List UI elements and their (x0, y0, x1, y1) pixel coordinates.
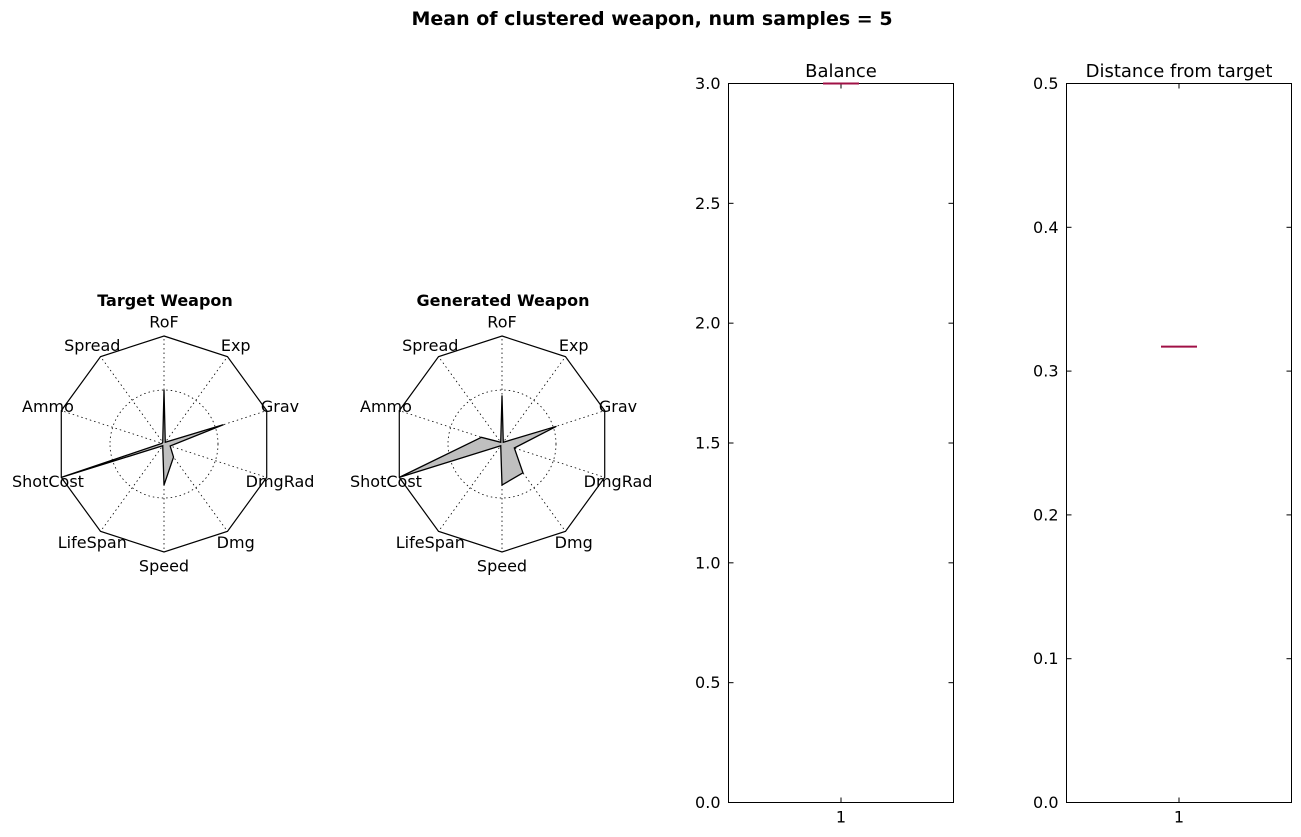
distance-ytick-label: 0.5 (1033, 74, 1058, 93)
generated-weapon-outline (398, 335, 606, 553)
generated-weapon-data-polygon (399, 395, 557, 487)
generated-weapon-title: Generated Weapon (417, 291, 590, 310)
generated-weapon-axis-label: ShotCost (350, 472, 422, 491)
target-weapon-data-polygon (61, 389, 224, 486)
generated-weapon-axis-label: Dmg (555, 533, 593, 552)
distance-xtick-label: 1 (1174, 808, 1184, 827)
distance-ytick-label: 0.1 (1033, 649, 1058, 668)
target-weapon-grid-ring (109, 389, 219, 499)
balance-ytick-label: 0.5 (695, 673, 720, 692)
target-weapon-title: Target Weapon (97, 291, 233, 310)
target-weapon-spoke (163, 356, 228, 445)
balance-ytick-label: 2.0 (695, 314, 720, 333)
target-weapon-spoke (163, 443, 267, 478)
target-weapon-axis-label: Dmg (217, 533, 255, 552)
generated-weapon-axis-label: RoF (487, 313, 516, 332)
generated-weapon-spoke (501, 356, 566, 445)
balance-ytick-label: 1.0 (695, 553, 720, 572)
target-weapon-outline (60, 335, 268, 553)
balance-axes-frame (728, 83, 954, 803)
balance-ytick-label: 1.5 (695, 434, 720, 453)
balance-ytick-label: 2.5 (695, 194, 720, 213)
generated-weapon-axis-label: Ammo (360, 397, 412, 416)
target-weapon-spoke (100, 356, 165, 445)
target-weapon-axis-label: ShotCost (12, 472, 84, 491)
distance-title: Distance from target (1086, 61, 1273, 82)
distance-ytick-label: 0.3 (1033, 362, 1058, 381)
target-weapon-axis-label: Speed (139, 557, 189, 576)
target-weapon-axis-label: Spread (64, 336, 120, 355)
generated-weapon-spoke (438, 356, 503, 445)
distance-axes-frame (1066, 83, 1292, 803)
target-weapon-axis-label: LifeSpan (58, 533, 127, 552)
distance-ytick-label: 0.0 (1033, 793, 1058, 812)
generated-weapon-axis-label: Spread (402, 336, 458, 355)
generated-weapon-grid-ring (447, 389, 557, 499)
target-weapon-axis-label: Grav (261, 397, 299, 416)
target-weapon-spoke (100, 443, 165, 532)
generated-weapon-axis-label: Exp (559, 336, 589, 355)
generated-weapon-axis-label: DmgRad (584, 472, 653, 491)
target-weapon-radar: Target Weapon RoF Exp Grav DmgRad Dmg Speed Li… (12, 291, 314, 576)
balance-title: Balance (805, 61, 877, 82)
generated-weapon-spoke (501, 443, 605, 478)
generated-weapon-axis-label: Grav (599, 397, 637, 416)
balance-ytick-label: 0.0 (695, 793, 720, 812)
balance-plot: Balance 0.0 0.5 1.0 1.5 2.0 2.5 3.0 1 (695, 61, 954, 827)
generated-weapon-spoke (438, 443, 503, 532)
target-weapon-spoke (61, 410, 165, 445)
generated-weapon-axis-label: Speed (477, 557, 527, 576)
generated-weapon-axis-label: LifeSpan (396, 533, 465, 552)
figure-suptitle: Mean of clustered weapon, num samples = … (411, 8, 892, 30)
target-weapon-axis-label: DmgRad (246, 472, 315, 491)
distance-plot: Distance from target 0.0 0.1 0.2 0.3 0.4 0.5 1 (1033, 61, 1292, 827)
target-weapon-axis-label: Ammo (22, 397, 74, 416)
balance-ytick-label: 3.0 (695, 74, 720, 93)
distance-ytick-label: 0.2 (1033, 505, 1058, 524)
generated-weapon-radar: Generated Weapon RoF Exp Grav DmgRad Dmg Spee… (350, 291, 652, 576)
target-weapon-axis-label: Exp (221, 336, 251, 355)
target-weapon-axis-label: RoF (149, 313, 178, 332)
balance-xtick-label: 1 (836, 808, 846, 827)
distance-ytick-label: 0.4 (1033, 218, 1058, 237)
